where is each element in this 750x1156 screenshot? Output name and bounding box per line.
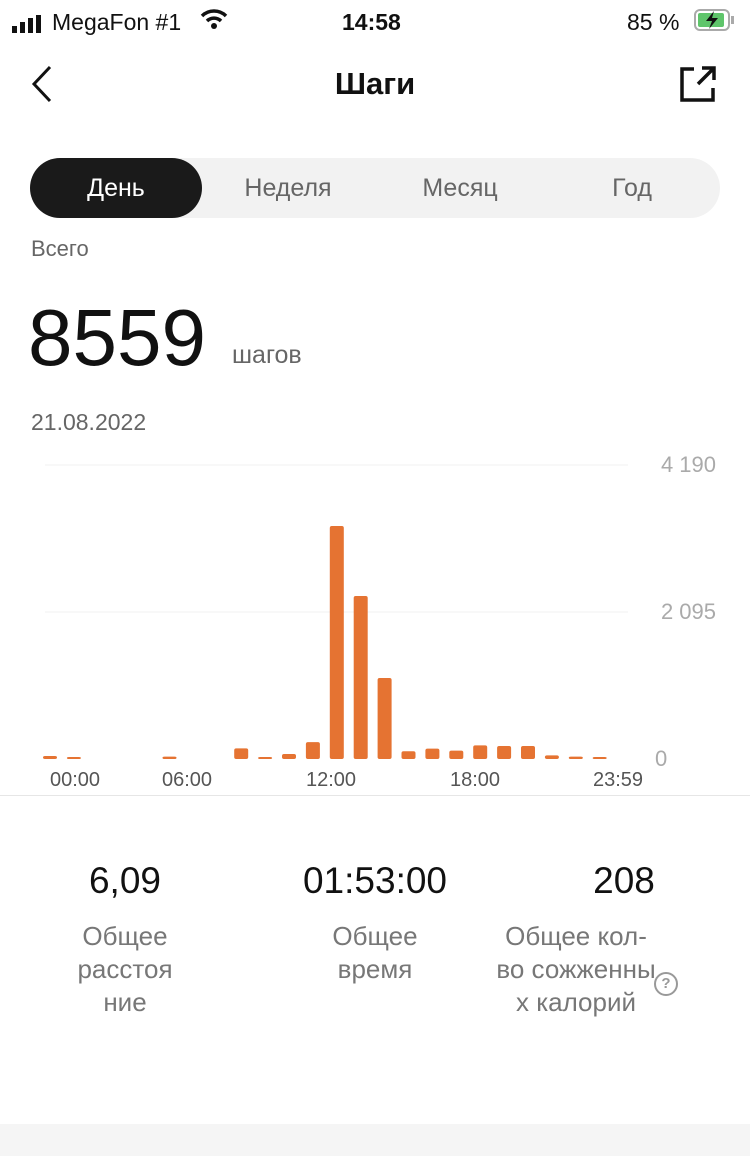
bar-hour-14[interactable] xyxy=(377,677,392,759)
clock: 14:58 xyxy=(342,9,401,35)
x-tick-label: 12:00 xyxy=(306,769,357,791)
bar-hour-21[interactable] xyxy=(544,755,559,759)
bar-hour-23[interactable] xyxy=(592,757,607,759)
bar-hour-5[interactable] xyxy=(162,756,177,759)
bar-hour-19[interactable] xyxy=(497,746,512,759)
stat-value: 208 xyxy=(593,860,655,901)
stat-value: 6,09 xyxy=(88,860,161,901)
total-label: Всего xyxy=(31,236,89,261)
bar-hour-10[interactable] xyxy=(282,754,296,759)
help-icon[interactable]: ? xyxy=(654,972,678,996)
tab-week[interactable]: Неделя xyxy=(244,174,332,202)
battery-percent: 85 % xyxy=(627,9,680,35)
bar-hour-18[interactable] xyxy=(473,745,488,759)
bar-hour-13[interactable] xyxy=(353,596,368,759)
bar-hour-1[interactable] xyxy=(66,757,81,759)
x-tick-label: 06:00 xyxy=(162,769,213,791)
back-button[interactable] xyxy=(28,64,56,109)
total-steps: 8559 xyxy=(28,293,206,382)
wifi-icon xyxy=(200,8,228,36)
date: 21.08.2022 xyxy=(31,409,147,435)
stat-time: 01:53:00 Общее время xyxy=(275,860,475,986)
bar-hour-0[interactable] xyxy=(43,755,57,759)
x-tick-label: 00:00 xyxy=(50,769,101,791)
stat-label: Общее кол-во сожженны х калорий xyxy=(496,921,656,1017)
status-bar: MegaFon #1 14:58 85 % xyxy=(0,0,750,44)
stat-label: Общее расстоя ние xyxy=(77,921,173,1017)
y-tick-label: 0 xyxy=(655,746,668,771)
tab-month[interactable]: Месяц xyxy=(422,174,498,202)
divider xyxy=(0,795,750,796)
stat-calories: 208 Общее кол-во сожженны х калорий xyxy=(476,860,676,1019)
bar-hour-22[interactable] xyxy=(568,756,583,759)
share-icon xyxy=(680,66,716,102)
y-tick-label: 2 095 xyxy=(660,599,716,624)
tab-year[interactable]: Год xyxy=(612,174,652,202)
bar-hour-20[interactable] xyxy=(521,746,535,759)
chevron-left-icon xyxy=(31,65,52,103)
bar-hour-11[interactable] xyxy=(305,742,320,759)
period-tabs: День Неделя Месяц Год xyxy=(30,158,720,218)
tab-day[interactable]: День xyxy=(30,158,202,218)
battery-charging-icon xyxy=(694,8,736,38)
bar-hour-8[interactable] xyxy=(234,748,249,759)
x-tick-label: 23:59 xyxy=(593,769,644,791)
x-tick-label: 18:00 xyxy=(450,769,501,791)
bar-hour-12[interactable] xyxy=(329,526,344,759)
stat-label: Общее время xyxy=(332,921,418,984)
signal-icon xyxy=(12,12,46,39)
bottom-section xyxy=(0,1124,750,1156)
bar-hour-15[interactable] xyxy=(401,751,416,759)
y-tick-label: 4 190 xyxy=(660,452,716,477)
page-title: Шаги xyxy=(334,66,416,101)
stat-distance: 6,09 Общее расстоя ние xyxy=(25,860,225,1019)
bar-hour-16[interactable] xyxy=(425,748,440,759)
steps-unit: шагов xyxy=(232,341,302,369)
bar-hour-9[interactable] xyxy=(258,757,273,759)
steps-chart xyxy=(43,464,628,759)
stat-value: 01:53:00 xyxy=(302,860,448,901)
carrier: MegaFon #1 xyxy=(52,9,182,35)
share-button[interactable] xyxy=(678,64,718,109)
bar-hour-17[interactable] xyxy=(449,750,464,759)
